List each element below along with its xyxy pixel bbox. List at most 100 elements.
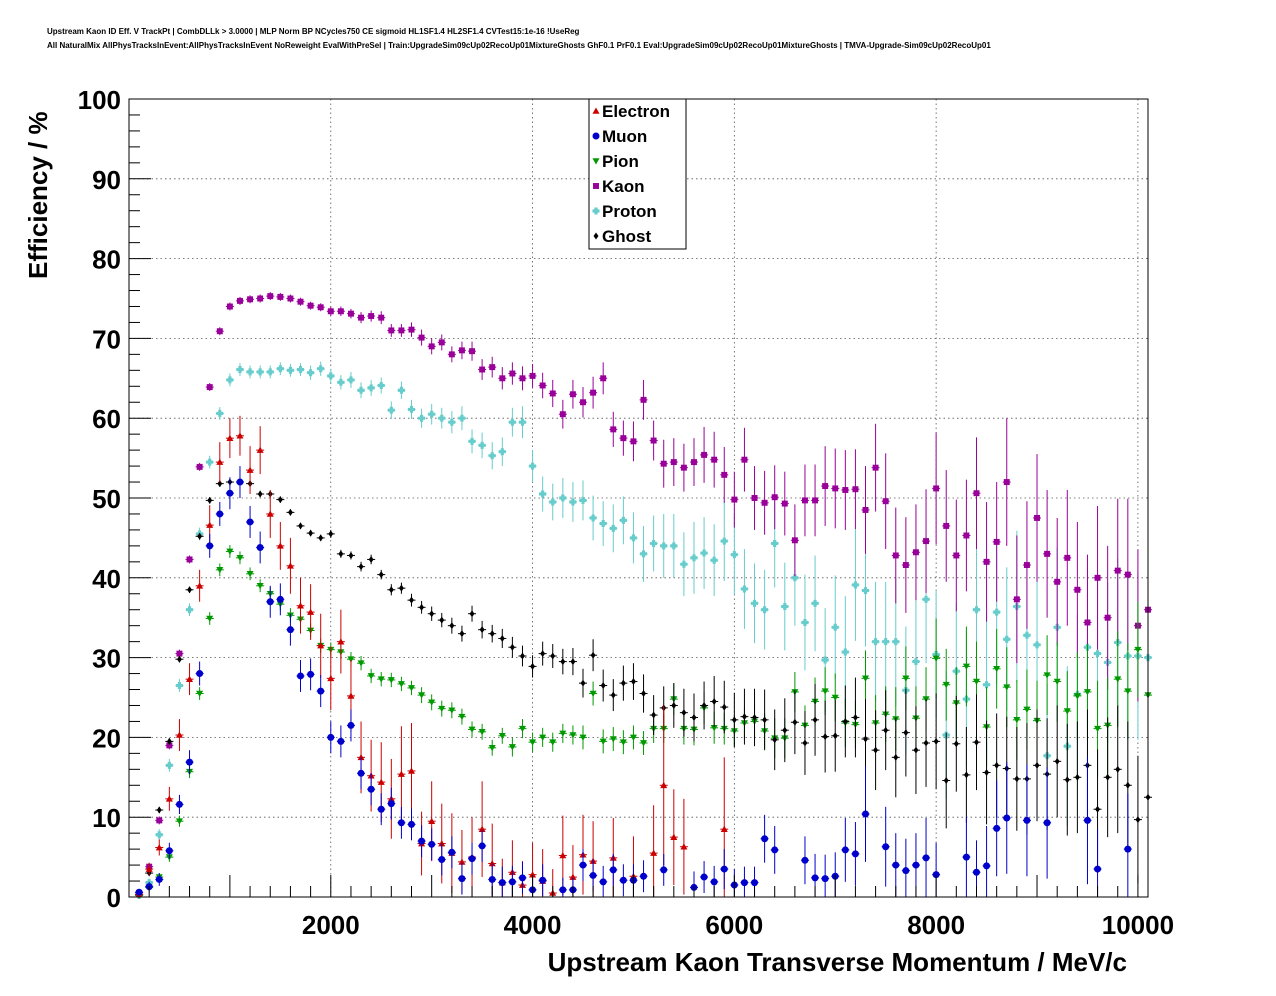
kaon-point	[871, 423, 880, 512]
pion-point	[195, 687, 204, 700]
ghost-point	[589, 639, 598, 672]
kaon-point	[215, 327, 224, 336]
kaon-point	[780, 471, 789, 536]
muon-point	[215, 501, 224, 526]
kaon-point	[367, 310, 376, 322]
muon-point	[165, 842, 174, 859]
proton-point	[558, 478, 567, 518]
kaon-point	[346, 308, 355, 319]
kaon-point	[357, 312, 366, 324]
ghost-point	[205, 496, 214, 504]
kaon-point	[1073, 521, 1082, 658]
proton-point	[760, 569, 769, 650]
kaon-point	[155, 816, 164, 825]
header-line-1: Upstream Kaon ID Eff. V TrackPt | CombDL…	[47, 27, 580, 36]
proton-point	[367, 379, 376, 396]
muon-point	[235, 466, 244, 498]
kaon-point	[962, 479, 971, 592]
electron-point	[679, 798, 688, 895]
kaon-point	[417, 329, 426, 346]
x-tick-label: 2000	[302, 910, 360, 940]
electron-point	[185, 663, 194, 696]
ghost-point	[326, 529, 335, 538]
muon-point	[700, 861, 709, 894]
kaon-point	[750, 466, 759, 530]
kaon-point	[1103, 545, 1112, 690]
pion-point	[528, 732, 537, 752]
y-tick-label: 50	[92, 484, 121, 514]
pion-point	[235, 551, 244, 565]
muon-point	[185, 750, 194, 775]
kaon-point	[599, 362, 608, 395]
muon-point	[316, 675, 325, 708]
ghost-point	[1012, 727, 1021, 831]
muon-point	[175, 794, 184, 815]
ghost-point	[811, 683, 820, 756]
ghost-point	[528, 655, 537, 678]
pion-point	[498, 727, 507, 744]
pion-point	[1043, 635, 1052, 716]
y-tick-label: 40	[92, 564, 121, 594]
muon-point	[901, 838, 910, 897]
pion-point	[246, 567, 255, 581]
ghost-point	[286, 508, 295, 516]
muon-point	[417, 825, 426, 858]
muon-point	[800, 836, 809, 885]
legend-entry-ghost: Ghost	[593, 227, 651, 246]
ghost-point	[669, 683, 678, 728]
kaon-point	[851, 449, 860, 530]
electron-point	[235, 415, 244, 456]
ghost-point	[155, 806, 164, 814]
kaon-point	[952, 499, 961, 612]
kaon-point	[387, 324, 396, 337]
muon-point	[760, 814, 769, 863]
pion-point	[548, 732, 557, 752]
ghost-point	[457, 625, 466, 642]
ghost-point	[296, 522, 305, 530]
kaon-point	[790, 504, 799, 577]
proton-point	[488, 442, 497, 470]
electron-point	[286, 537, 295, 594]
y-axis-label: Efficiency / %	[23, 111, 53, 279]
pion-point	[357, 656, 366, 671]
kaon-point	[518, 366, 527, 391]
kaon-point	[336, 306, 345, 317]
electron-point	[225, 418, 234, 459]
legend-label: Electron	[602, 102, 670, 121]
proton-point	[185, 603, 194, 617]
proton-point	[639, 525, 648, 582]
legend-entry-kaon: Kaon	[593, 177, 645, 196]
ghost-point	[488, 624, 497, 643]
muon-point	[579, 849, 588, 882]
kaon-point	[861, 466, 870, 554]
kaon-point	[1113, 498, 1122, 643]
kaon-point	[740, 427, 749, 492]
muon-point	[982, 825, 991, 897]
muon-point	[225, 477, 234, 510]
proton-point	[246, 365, 255, 379]
muon-point	[276, 583, 285, 616]
muon-point	[1083, 756, 1092, 885]
legend: Electron Muon Pion Kaon Proton Ghost	[588, 98, 687, 250]
legend-box	[588, 98, 687, 250]
kaon-point	[679, 443, 688, 492]
ghost-point	[720, 680, 729, 734]
ghost-point	[1033, 709, 1042, 822]
muon-point	[992, 780, 1001, 877]
x-tick-label: 6000	[705, 910, 763, 940]
muon-point	[599, 865, 608, 897]
proton-point	[669, 513, 678, 578]
muon-point	[1022, 764, 1031, 877]
ghost-point	[387, 584, 396, 596]
muon-point	[296, 659, 305, 692]
legend-label: Ghost	[602, 227, 651, 246]
legend-marker	[592, 207, 600, 215]
kaon-point	[730, 471, 739, 528]
proton-point	[568, 482, 577, 522]
muon-point	[639, 860, 648, 893]
muon-point	[367, 773, 376, 806]
proton-point	[336, 375, 345, 390]
proton-point	[165, 758, 174, 772]
pion-point	[256, 579, 265, 593]
y-tick-label: 20	[92, 723, 121, 753]
